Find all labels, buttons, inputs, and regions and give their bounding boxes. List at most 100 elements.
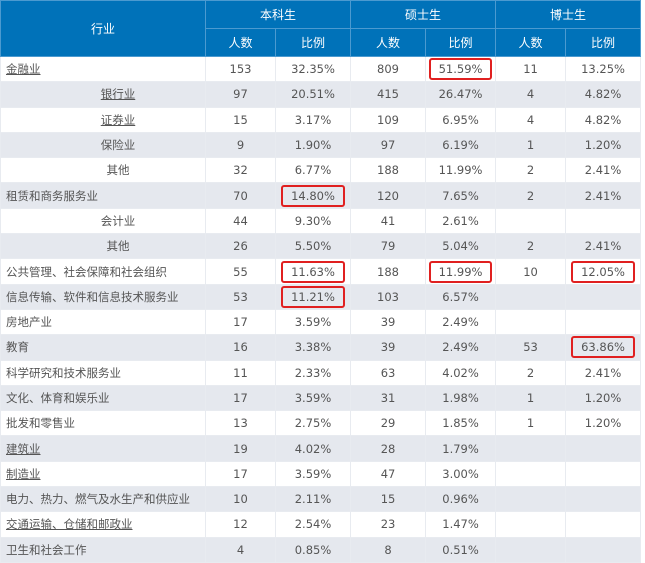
highlighted-value: 14.80% (281, 184, 345, 207)
doctor-ratio-cell: 4.82% (565, 81, 642, 108)
doctor-ratio-value: 1.20% (584, 391, 622, 405)
table-row: 银行业 97 20.51% 415 26.47% 4 4.82% (0, 81, 642, 108)
master-count-cell: 8 (350, 536, 427, 563)
doctor-count-cell: 10 (495, 258, 567, 285)
industry-name: 建筑业 (6, 441, 41, 456)
doctor-ratio-value: 1.20% (584, 416, 622, 431)
undergrad-count-cell: 15 (205, 106, 276, 133)
master-count-value: 31 (380, 391, 396, 405)
undergrad-count-value: 17 (233, 466, 248, 481)
doctor-ratio-cell: 2.41% (565, 182, 642, 209)
doctor-count-cell: 11 (495, 55, 567, 83)
undergrad-count-value: 16 (233, 340, 248, 355)
undergrad-ratio-value: 20.51% (291, 87, 335, 102)
doctor-count-cell: 1 (495, 384, 567, 412)
doctor-ratio-value: 2.41% (584, 163, 622, 178)
industry-name: 其他 (106, 163, 130, 178)
doctor-count-cell (495, 536, 567, 563)
doctor-count-cell (495, 511, 567, 538)
undergrad-ratio-cell: 3.17% (274, 106, 352, 133)
master-ratio-value: 3.00% (442, 466, 479, 481)
master-count-cell: 97 (350, 131, 427, 159)
master-count-value: 28 (380, 441, 396, 456)
master-ratio-cell: 0.96% (425, 486, 497, 513)
master-header: 硕士生 (350, 0, 497, 29)
master-ratio-cell: 11.99% (425, 258, 497, 285)
industry-cell: 金融业 (0, 55, 206, 83)
master-ratio-value: 1.79% (442, 441, 479, 456)
industry-name: 其他 (106, 239, 130, 254)
highlighted-value: 11.21% (281, 285, 345, 308)
doctor-count-value: 2 (526, 365, 535, 380)
undergrad-ratio-cell: 1.90% (274, 131, 352, 159)
doctor-ratio-value: 2.41% (584, 365, 622, 380)
undergrad-ratio-value: 0.85% (294, 542, 332, 557)
master-ratio-cell: 2.49% (425, 334, 497, 361)
undergrad-count-value: 4 (236, 542, 245, 557)
doctor-count-cell: 1 (495, 410, 567, 437)
doctor-count-value: 4 (526, 87, 535, 102)
doctor-ratio-cell: 4.82% (565, 106, 642, 133)
table-row: 文化、体育和娱乐业 17 3.59% 31 1.98% 1 1.20% (0, 384, 642, 412)
doctor-count-cell: 4 (495, 81, 567, 108)
doctor-count-cell: 4 (495, 106, 567, 133)
undergrad-ratio-cell: 3.59% (274, 384, 352, 412)
master-ratio-cell: 6.57% (425, 283, 497, 310)
master-count-value: 188 (377, 163, 399, 178)
undergrad-count-cell: 53 (205, 283, 276, 310)
doctor-ratio-cell (565, 460, 642, 488)
doctor-ratio-cell (565, 207, 642, 235)
undergrad-ratio-value: 2.75% (294, 416, 332, 431)
undergrad-count-value: 70 (233, 188, 248, 203)
master-ratio-cell: 6.19% (425, 131, 497, 159)
doctor-count-cell (495, 207, 567, 235)
master-ratio-value: 2.49% (442, 340, 479, 355)
industry-name: 信息传输、软件和信息技术服务业 (6, 289, 179, 304)
master-ratio-value: 0.96% (442, 492, 479, 507)
doctor-ratio-value: 1.20% (584, 138, 622, 153)
table-row: 教育 16 3.38% 39 2.49% 53 63.86% (0, 334, 642, 361)
doctor-count-value: 2 (526, 163, 535, 178)
doctor-ratio-value: 4.82% (584, 112, 622, 127)
doctor-ratio-cell (565, 536, 642, 563)
master-ratio-value: 1.98% (442, 391, 479, 405)
undergrad-count-value: 97 (233, 87, 248, 102)
doctor-ratio-cell: 12.05% (565, 258, 642, 285)
master-ratio-cell: 1.47% (425, 511, 497, 538)
doctor-count-cell: 2 (495, 182, 567, 209)
table-row: 制造业 17 3.59% 47 3.00% (0, 460, 642, 488)
master-count-value: 109 (377, 112, 399, 127)
master-ratio-value: 26.47% (438, 87, 483, 102)
master-count-value: 23 (380, 517, 396, 532)
undergrad-ratio-value: 32.35% (291, 62, 335, 77)
highlighted-value: 11.63% (281, 260, 345, 283)
undergrad-ratio-value: 9.30% (294, 213, 332, 228)
master-ratio-value: 2.61% (442, 213, 479, 228)
undergrad-count-value: 44 (233, 213, 248, 228)
undergrad-count-value: 26 (233, 239, 248, 254)
master-count-value: 8 (384, 542, 392, 557)
master-ratio-cell: 2.49% (425, 308, 497, 336)
industry-name: 批发和零售业 (6, 416, 75, 431)
doctor-count-value: 10 (523, 264, 538, 279)
undergrad-count-value: 10 (233, 492, 248, 507)
undergrad-count-cell: 26 (205, 233, 276, 260)
undergrad-ratio-value: 3.38% (294, 340, 332, 355)
undergrad-ratio-cell: 6.77% (274, 157, 352, 184)
master-ratio-cell: 0.51% (425, 536, 497, 563)
industry-cell: 科学研究和技术服务业 (0, 359, 206, 386)
doctor-count-cell (495, 308, 567, 336)
undergrad-count-value: 17 (233, 315, 248, 330)
master-ratio-cell: 5.04% (425, 233, 497, 260)
industry-name: 金融业 (6, 62, 41, 77)
doctor-ratio-value: 13.25% (581, 62, 625, 77)
undergrad-count-cell: 97 (205, 81, 276, 108)
master-ratio-cell: 11.99% (425, 157, 497, 184)
industry-name: 房地产业 (6, 315, 52, 330)
master-count-cell: 63 (350, 359, 427, 386)
industry-cell: 制造业 (0, 460, 206, 488)
table-row: 电力、热力、燃气及水生产和供应业 10 2.11% 15 0.96% (0, 486, 642, 513)
undergrad-count-cell: 19 (205, 435, 276, 462)
master-count-value: 809 (377, 62, 399, 77)
